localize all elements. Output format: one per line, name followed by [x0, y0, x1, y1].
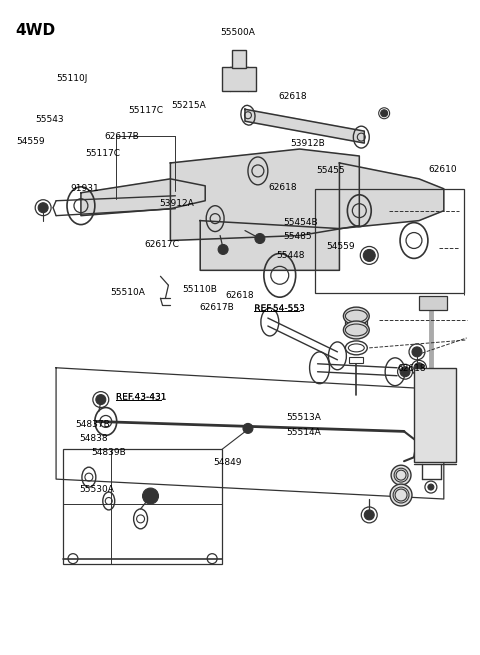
Text: 62618: 62618: [226, 291, 254, 300]
Polygon shape: [245, 109, 364, 143]
Bar: [349, 357, 363, 363]
Bar: [414, 367, 456, 462]
Text: 55513A: 55513A: [287, 413, 322, 422]
Text: 53912A: 53912A: [159, 198, 193, 208]
Text: 55543: 55543: [36, 115, 64, 124]
Text: 55117C: 55117C: [128, 106, 163, 115]
Circle shape: [243, 423, 253, 434]
Circle shape: [381, 110, 388, 117]
Circle shape: [428, 484, 434, 490]
Text: 54559: 54559: [326, 242, 355, 251]
Bar: [232, 50, 246, 67]
Text: 62618: 62618: [397, 364, 426, 373]
Circle shape: [218, 244, 228, 254]
Text: 55455: 55455: [316, 166, 345, 175]
Text: 54849: 54849: [214, 458, 242, 467]
Text: 54839B: 54839B: [91, 448, 126, 457]
Text: 55500A: 55500A: [220, 28, 255, 37]
Text: 55454B: 55454B: [283, 218, 318, 227]
Text: 62618: 62618: [278, 92, 307, 101]
Circle shape: [255, 234, 265, 244]
Text: 55448: 55448: [276, 251, 304, 259]
Text: 55117C: 55117C: [85, 149, 120, 158]
Bar: [314, 189, 464, 293]
Ellipse shape: [343, 321, 369, 339]
Text: 55514A: 55514A: [287, 428, 322, 438]
Text: 62617C: 62617C: [144, 240, 180, 249]
Ellipse shape: [390, 484, 412, 506]
Ellipse shape: [343, 307, 369, 325]
Polygon shape: [170, 149, 360, 240]
Bar: [63, 449, 222, 563]
Circle shape: [38, 203, 48, 213]
Text: 62618: 62618: [269, 183, 297, 192]
Text: 91931: 91931: [71, 184, 99, 193]
Bar: [419, 296, 447, 310]
Circle shape: [364, 510, 374, 520]
Circle shape: [143, 488, 158, 504]
Circle shape: [96, 394, 106, 405]
Circle shape: [414, 363, 424, 373]
Text: 54559: 54559: [17, 138, 45, 146]
Text: 55110J: 55110J: [56, 73, 88, 83]
Polygon shape: [200, 221, 339, 271]
Text: 55485: 55485: [283, 232, 312, 241]
Text: 62617B: 62617B: [104, 132, 139, 141]
Circle shape: [412, 347, 422, 357]
Text: 55530A: 55530A: [79, 485, 114, 494]
Text: 4WD: 4WD: [16, 23, 56, 38]
Circle shape: [400, 367, 410, 377]
Text: 62610: 62610: [429, 164, 457, 174]
Text: 55110B: 55110B: [183, 285, 217, 294]
Text: 55510A: 55510A: [110, 288, 145, 297]
Text: 55215A: 55215A: [171, 101, 205, 110]
Polygon shape: [339, 163, 444, 229]
Text: 54837B: 54837B: [75, 420, 110, 429]
Ellipse shape: [391, 465, 411, 485]
Text: 53912B: 53912B: [290, 139, 325, 147]
Text: REF.43-431: REF.43-431: [116, 392, 166, 402]
Bar: [222, 67, 256, 92]
Polygon shape: [81, 179, 205, 215]
Text: 62617B: 62617B: [199, 303, 234, 312]
Text: 54838: 54838: [79, 434, 108, 443]
Circle shape: [363, 250, 375, 261]
Text: REF.54-553: REF.54-553: [254, 304, 305, 313]
